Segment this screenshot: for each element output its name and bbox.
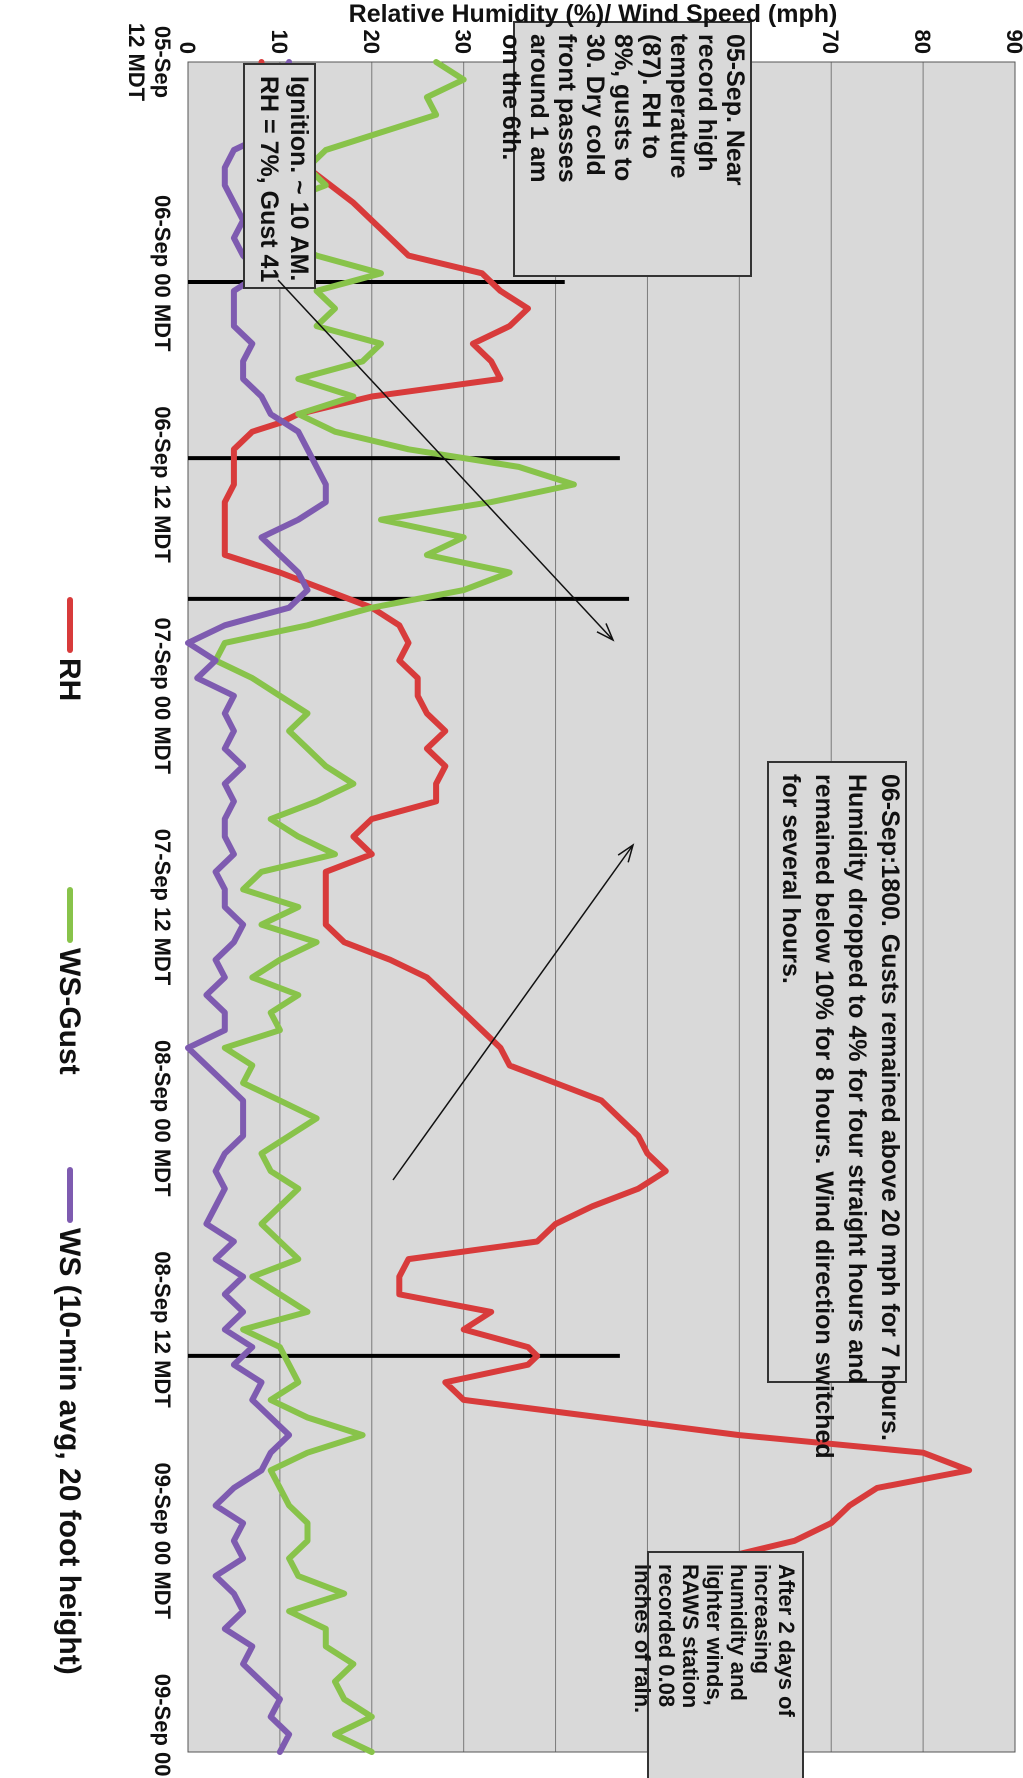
x-tick-label: 06-Sep 12 MDT [150,406,175,563]
annotation-text: After 2 days ofincreasinghumidity andlig… [630,1564,799,1717]
annotation-line: RH = 7%, Gust 41 [255,76,283,282]
x-tick-label-line: 06-Sep 00 MDT [150,195,175,352]
legend: RH WS-Gust WS (10-min avg, 20 foot height) [53,597,86,1675]
annotation-arrowhead [617,843,635,863]
y-tick-label: 30 [451,30,476,54]
y-axis-label: Relative Humidity (%)/ Wind Speed (mph) [349,0,838,28]
x-tick-label-line: 09-Sep 00 MDT [150,1463,175,1620]
annotation-box [243,63,316,289]
y-tick-label: 70 [818,30,843,54]
x-tick-label-line: 07-Sep 12 MDT [150,829,175,986]
y-tick-label: 0 [175,42,200,54]
x-tick-label: 05-Sep12 MDT [124,23,175,102]
annotation-line: recorded 0.08 [654,1564,679,1707]
x-tick-label-line: 05-Sep [150,26,175,98]
y-tick-label: 10 [267,30,292,54]
series-line-2 [185,59,329,1755]
annotation-line: on the 6th. [497,34,525,160]
annotation-line: around 1 am [525,34,553,183]
x-tick-label-line: 08-Sep 12 MDT [150,1251,175,1408]
x-tick-label: 08-Sep 12 MDT [150,1251,175,1408]
annotations: 05-Sep. Nearrecord hightemperature(87). … [243,21,907,1778]
annotation-line: lighter winds, [702,1564,727,1706]
annotation-line: front passes [553,34,581,183]
annotation-line: temperature [665,34,693,179]
legend-label: RH [53,658,86,701]
annotation-text: Ignition. ~ 10 AM.RH = 7%, Gust 41 [255,76,313,282]
annotation-line: record high [693,34,721,172]
y-tick-label: 80 [910,30,935,54]
annotation-line: RAWS station [678,1564,703,1708]
annotation-line: increasing [750,1564,775,1674]
annotation-line: Ignition. ~ 10 AM. [285,76,313,281]
x-tick-label: 09-Sep 00 MDT [150,1463,175,1620]
x-tick-label: 08-Sep 00 MDT [150,1040,175,1197]
annotation-line: humidity and [726,1564,751,1701]
annotation-line: After 2 days of [774,1564,799,1717]
x-tick-label: 09-Sep 00 MDT [150,1674,175,1778]
x-tick-label: 07-Sep 12 MDT [150,829,175,986]
annotation-line: Humidity dropped to 4% for four straight… [843,774,871,1384]
y-tick-label: 90 [1002,30,1023,54]
annotation-box [513,21,752,277]
annotation-arrow [277,279,614,641]
legend-label: WS-Gust [53,948,86,1075]
annotation-line: 05-Sep. Near [721,34,749,186]
annotation-text: 05-Sep. Nearrecord hightemperature(87). … [497,34,749,186]
x-tick-label-line: 08-Sep 00 MDT [150,1040,175,1197]
series-lines [185,59,973,1755]
x-tick-label: 07-Sep 00 MDT [150,618,175,775]
x-tick-label: 06-Sep 00 MDT [150,195,175,352]
annotation-line: 06-Sep:1800. Gusts remained above 20 mph… [876,774,904,1441]
annotation-line: inches of rain. [630,1564,655,1713]
annotation-line: 30. Dry cold [581,34,609,176]
series-line-1 [212,59,577,1755]
annotation-arrowhead [596,623,615,642]
annotation-arrow [392,844,634,1181]
annotation-line: for several hours. [777,774,805,984]
annotation-line: (87). RH to [637,34,665,159]
x-tick-label-line: 09-Sep 00 MDT [150,1674,175,1778]
x-tick-label-line: 06-Sep 12 MDT [150,406,175,563]
legend-label: WS (10-min avg, 20 foot height) [53,1228,86,1675]
gridlines [279,62,924,1752]
annotation-line: remained below 10% for 8 hours. Wind dir… [810,774,838,1459]
annotation-line: 8%, gusts to [609,34,637,181]
y-tick-label: 20 [359,30,384,54]
annotation-text: 06-Sep:1800. Gusts remained above 20 mph… [777,774,904,1459]
annotation-box [647,1551,804,1778]
x-tick-label-line: 12 MDT [124,23,149,102]
x-axis-ticks: 05-Sep12 MDT 06-Sep 00 MDT 06-Sep 12 MDT 07… [124,23,175,1778]
x-tick-label-line: 07-Sep 00 MDT [150,618,175,775]
annotation-box [767,761,907,1383]
